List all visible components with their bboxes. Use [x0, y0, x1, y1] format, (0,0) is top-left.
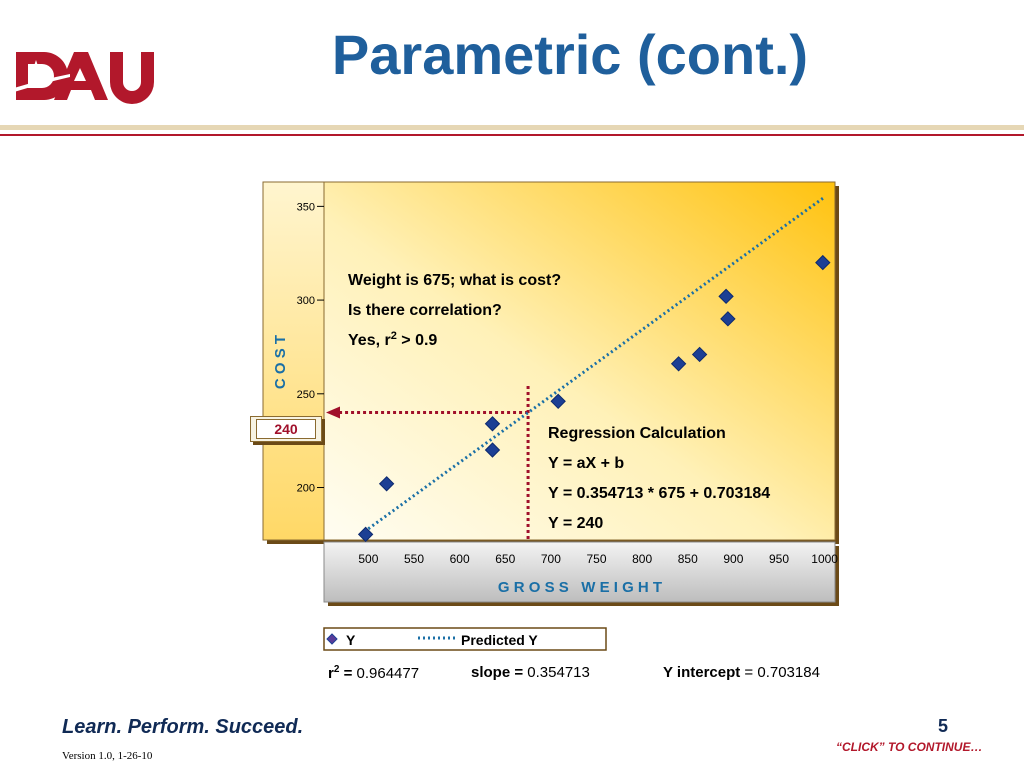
data-point [550, 393, 566, 410]
x-tick-label: 700 [541, 552, 561, 566]
data-point [718, 288, 734, 305]
regression-result: Y = 240 [548, 515, 603, 532]
answer-line: Yes, r2 > 0.9 [348, 330, 437, 349]
x-tick-label: 950 [769, 552, 789, 566]
data-point [691, 346, 708, 363]
x-tick-label: 1000 [811, 552, 838, 566]
plot-area [323, 181, 836, 541]
data-point [378, 476, 395, 492]
continue-prompt[interactable]: “CLICK” TO CONTINUE… [836, 740, 983, 754]
legend-marker-y [326, 633, 338, 645]
data-point [720, 311, 736, 327]
legend-box [323, 627, 607, 651]
version-label: Version 1.0, 1-26-10 [62, 750, 153, 762]
dau-logo [14, 52, 154, 104]
header-rule-tan [0, 125, 1024, 130]
question-line-1: Weight is 675; what is cost? [348, 272, 561, 289]
data-point [670, 356, 687, 372]
data-point [484, 416, 501, 432]
x-tick-label: 600 [450, 552, 470, 566]
lookup-arrowhead [326, 406, 340, 419]
stats-slope: slope = 0.354713 [471, 664, 590, 681]
y-tick-label: 350 [297, 201, 315, 213]
predicted-y-line [367, 195, 826, 530]
y-tick-label: 300 [297, 295, 315, 307]
x-tick-label: 550 [404, 552, 424, 566]
legend-label-predicted: Predicted Y [461, 632, 538, 648]
page-number: 5 [938, 716, 949, 736]
legend-label-y: Y [346, 632, 356, 648]
x-axis-panel [323, 541, 836, 603]
x-tick-label: 850 [678, 552, 698, 566]
regression-substitution: Y = 0.354713 * 675 + 0.703184 [548, 485, 770, 502]
x-tick-label: 500 [358, 552, 378, 566]
x-tick-label: 900 [723, 552, 743, 566]
stats-intercept: Y intercept = 0.703184 [663, 664, 820, 681]
x-tick-label: 800 [632, 552, 652, 566]
stats-r2: r2 = 0.964477 [328, 664, 420, 682]
question-line-2: Is there correlation? [348, 302, 502, 319]
x-tick-label: 750 [586, 552, 606, 566]
data-point [815, 254, 831, 271]
x-tick-label: 650 [495, 552, 515, 566]
footer-tagline: Learn. Perform. Succeed. [62, 716, 304, 738]
y-tick-label: 250 [297, 389, 315, 401]
y-axis-panel [262, 181, 325, 541]
y-tick-label: 200 [297, 483, 315, 495]
lookup-value-label: 240 [256, 419, 316, 439]
regression-title: Regression Calculation [548, 425, 726, 442]
slide-title: Parametric (cont.) [331, 23, 809, 86]
header-rule-red [0, 134, 1024, 136]
data-point [484, 442, 501, 458]
data-point [357, 526, 374, 543]
x-axis-title: G R O S S W E I G H T [498, 579, 662, 596]
regression-formula: Y = aX + b [548, 455, 624, 472]
y-axis-title: C O S T [272, 335, 289, 389]
